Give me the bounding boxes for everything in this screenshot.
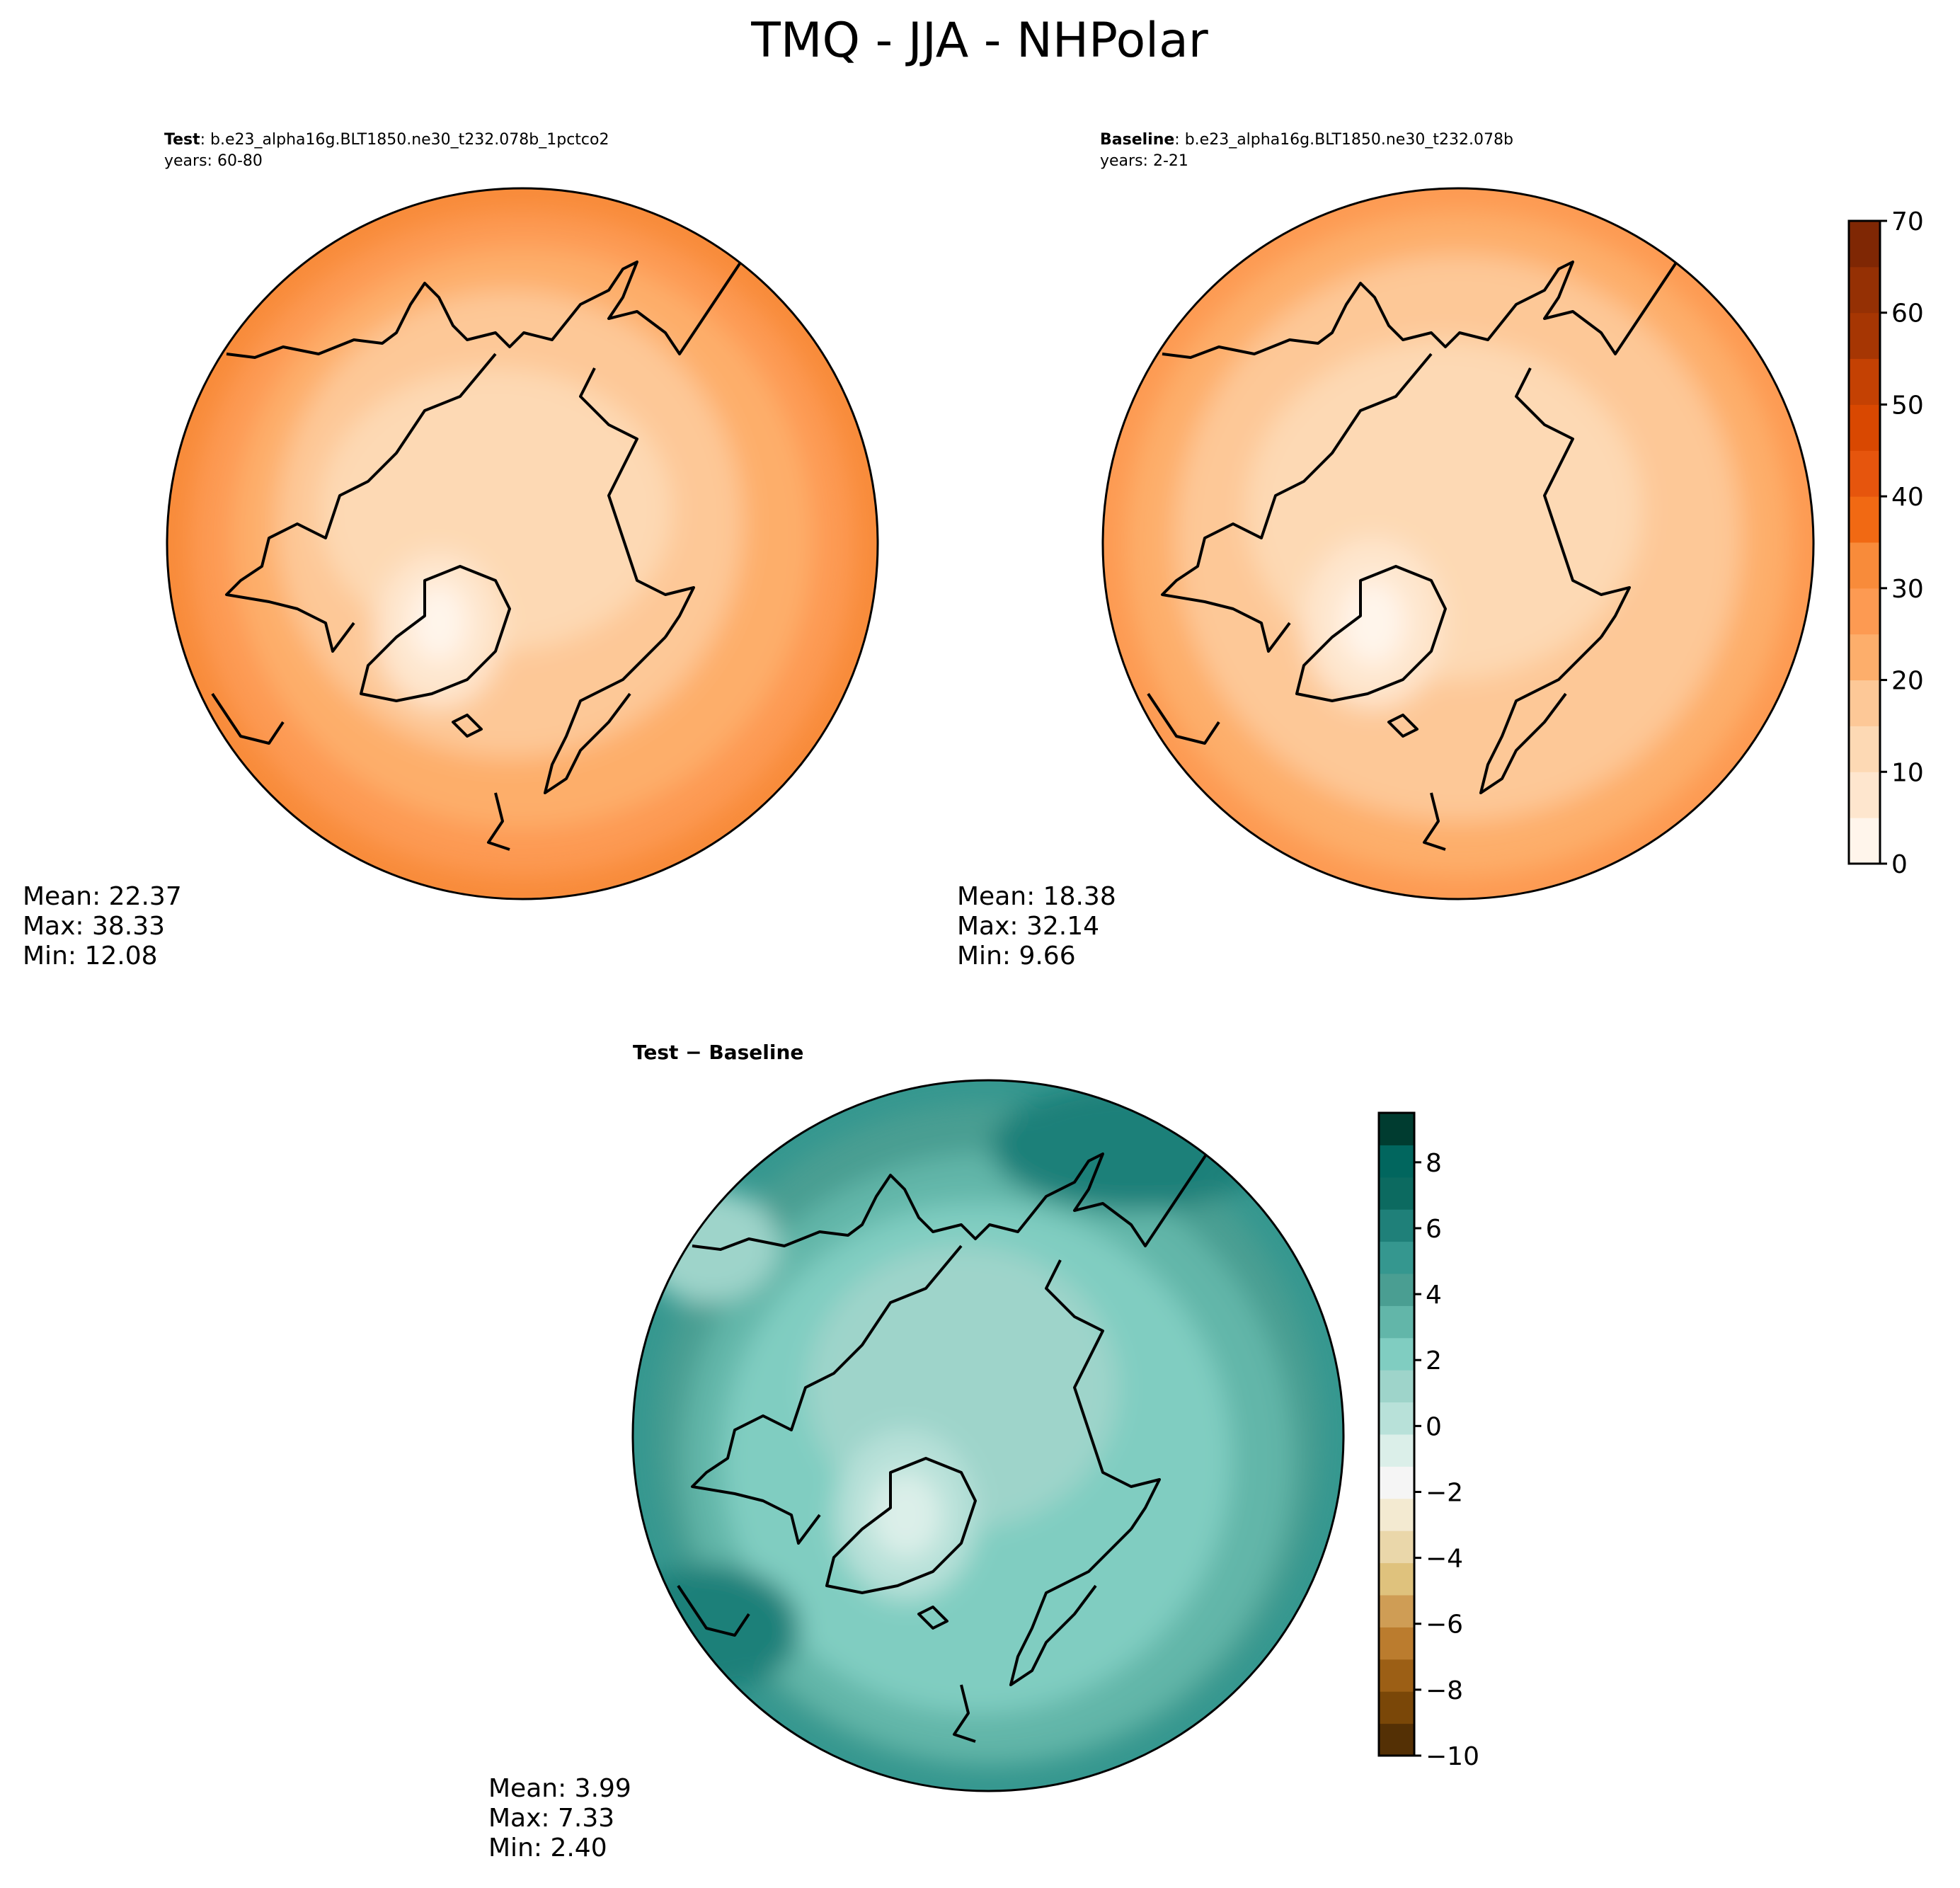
colorbar-absolute-level [1849,312,1880,360]
colorbar-absolute-level [1849,772,1880,818]
baseline-coastlines [1147,246,1730,851]
colorbar-difference-tick-label: −8 [1426,1676,1463,1705]
colorbar-difference-tick-label: 8 [1426,1149,1442,1178]
colorbar-difference-ticks: 8 6 4 2 0 −2 −4 −6 −8 −10 [1414,1149,1479,1771]
baseline-title-rest: : b.e23_alpha16g.BLT1850.ne30_t232.078b [1174,131,1513,149]
colorbar-difference-level [1379,1627,1414,1660]
colorbar-difference-level [1379,1337,1414,1371]
colorbar-difference-level [1379,1595,1414,1627]
colorbar-difference-level [1379,1723,1414,1756]
colorbar-absolute-ticks: 0 10 20 30 40 50 60 70 [1880,207,1924,879]
colorbar-difference: 8 6 4 2 0 −2 −4 −6 −8 −10 [1377,1111,1479,1771]
colorbar-difference-level [1379,1145,1414,1178]
colorbar-difference-level [1379,1113,1414,1145]
diff-coastlines [677,1138,1260,1743]
colorbar-absolute-level [1849,818,1880,864]
diff-stat-max: Max: 7.33 [488,1804,614,1833]
baseline-years: years: 2-21 [1100,152,1188,170]
colorbar-difference-tick-label: 6 [1426,1215,1442,1244]
colorbar-difference-level [1379,1209,1414,1242]
colorbar-absolute-tick-label: 20 [1891,667,1924,696]
diff-stat-min: Min: 2.40 [488,1833,607,1863]
colorbar-absolute-level [1849,726,1880,772]
colorbar-difference-level [1379,1241,1414,1274]
colorbar-difference-level [1379,1691,1414,1724]
diff-stat-mean: Mean: 3.99 [488,1774,631,1803]
baseline-panel-title: Baseline: b.e23_alpha16g.BLT1850.ne30_t2… [1100,131,1513,149]
colorbar-difference-level [1379,1274,1414,1306]
colorbar-difference-tick-label: −2 [1426,1478,1463,1507]
panel-difference: Test − Baseline [488,1041,1345,1863]
colorbar-absolute-tick-label: 50 [1891,391,1924,420]
colorbar-difference-level [1379,1659,1414,1692]
colorbar-difference-tick-label: 0 [1426,1412,1442,1441]
colorbar-absolute-level [1849,496,1880,543]
colorbar-absolute-tick-label: 30 [1891,575,1924,604]
test-title-bold: Test [164,131,200,149]
test-map-border [166,187,879,900]
test-map [167,188,878,899]
test-stat-max: Max: 38.33 [23,912,165,941]
colorbar-absolute-level [1849,542,1880,589]
test-title-rest: : b.e23_alpha16g.BLT1850.ne30_t232.078b_… [200,131,609,149]
colorbar-difference-tick-label: 4 [1426,1281,1442,1310]
colorbar-difference-tick-label: −10 [1426,1742,1479,1771]
colorbar-difference-level [1379,1402,1414,1435]
test-panel-title: Test: b.e23_alpha16g.BLT1850.ne30_t232.0… [164,131,609,149]
colorbar-difference-tick-label: −6 [1426,1610,1463,1640]
colorbar-difference-level [1379,1562,1414,1596]
test-stat-mean: Mean: 22.37 [23,882,182,911]
colorbar-absolute-tick-label: 0 [1891,850,1908,879]
colorbar-absolute-level [1849,358,1880,405]
colorbar-difference-tick-label: −4 [1426,1545,1463,1574]
colorbar-absolute-tick-label: 10 [1891,758,1924,787]
panel-baseline: Baseline: b.e23_alpha16g.BLT1850.ne30_t2… [957,131,1815,971]
colorbar-difference-tick-label: 2 [1426,1346,1442,1375]
colorbar-difference-level [1379,1305,1414,1339]
colorbar-difference-level [1379,1466,1414,1499]
colorbar-absolute-level [1849,221,1880,268]
colorbar-difference-frame [1377,1111,1416,1757]
test-stat-min: Min: 12.08 [23,942,158,971]
colorbar-absolute-level [1849,588,1880,635]
baseline-stat-min: Min: 9.66 [957,942,1076,971]
test-years: years: 60-80 [164,152,263,170]
colorbar-absolute-level [1849,680,1880,726]
colorbar-absolute-tick-label: 70 [1891,207,1924,236]
baseline-map [1103,188,1813,899]
colorbar-difference-levels [1379,1113,1414,1756]
colorbar-absolute-level [1849,266,1880,314]
baseline-title-bold: Baseline [1100,131,1174,149]
colorbar-absolute-level [1849,634,1880,681]
figure-title: TMQ - JJA - NHPolar [750,13,1208,69]
colorbar-absolute-frame [1847,219,1881,865]
baseline-map-border [1101,187,1815,900]
colorbar-difference-level [1379,1498,1414,1531]
diff-map [633,1080,1343,1791]
colorbar-absolute-level [1849,404,1880,451]
colorbar-absolute-tick-label: 40 [1891,483,1924,512]
colorbar-absolute-tick-label: 60 [1891,299,1924,328]
diff-panel-title: Test − Baseline [633,1041,803,1064]
colorbar-difference-level [1379,1434,1414,1467]
colorbar-absolute: 0 10 20 30 40 50 60 70 [1847,207,1924,879]
test-coastlines [211,246,794,851]
colorbar-absolute-level [1849,450,1880,497]
baseline-stat-mean: Mean: 18.38 [957,882,1116,911]
colorbar-difference-level [1379,1531,1414,1564]
baseline-stat-max: Max: 32.14 [957,912,1099,941]
colorbar-absolute-levels [1849,221,1880,864]
diff-map-border [631,1079,1345,1792]
colorbar-difference-level [1379,1370,1414,1403]
panel-test: Test: b.e23_alpha16g.BLT1850.ne30_t232.0… [23,131,879,971]
colorbar-difference-level [1379,1177,1414,1210]
